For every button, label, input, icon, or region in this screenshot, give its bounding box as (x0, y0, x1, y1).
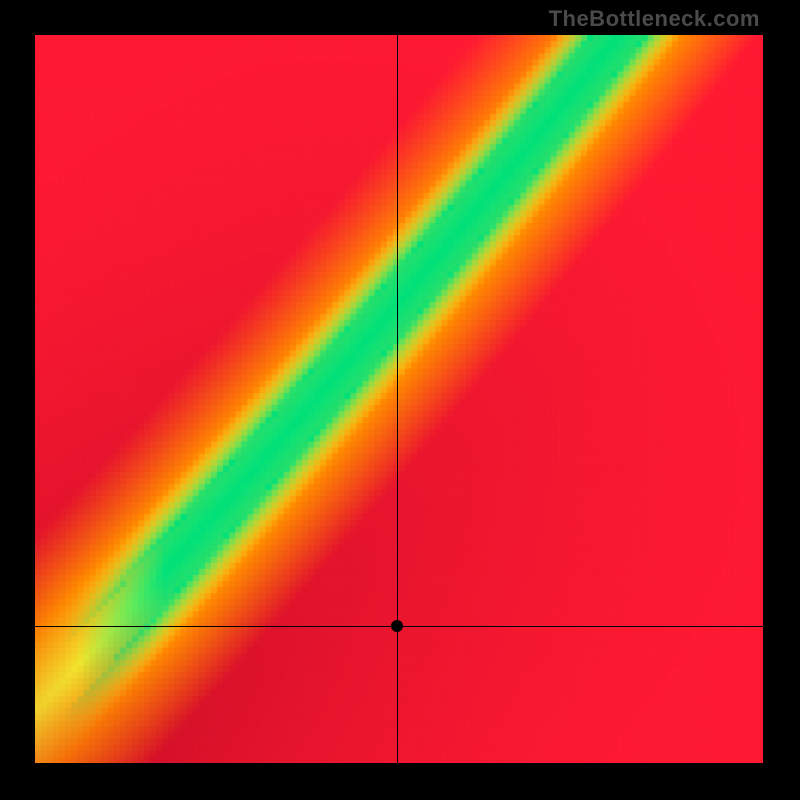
chart-frame (35, 35, 763, 763)
crosshair-vertical (397, 35, 398, 763)
watermark-text: TheBottleneck.com (549, 6, 760, 32)
marker-dot (391, 620, 403, 632)
heatmap-canvas (35, 35, 763, 763)
chart-root: TheBottleneck.com (0, 0, 800, 800)
